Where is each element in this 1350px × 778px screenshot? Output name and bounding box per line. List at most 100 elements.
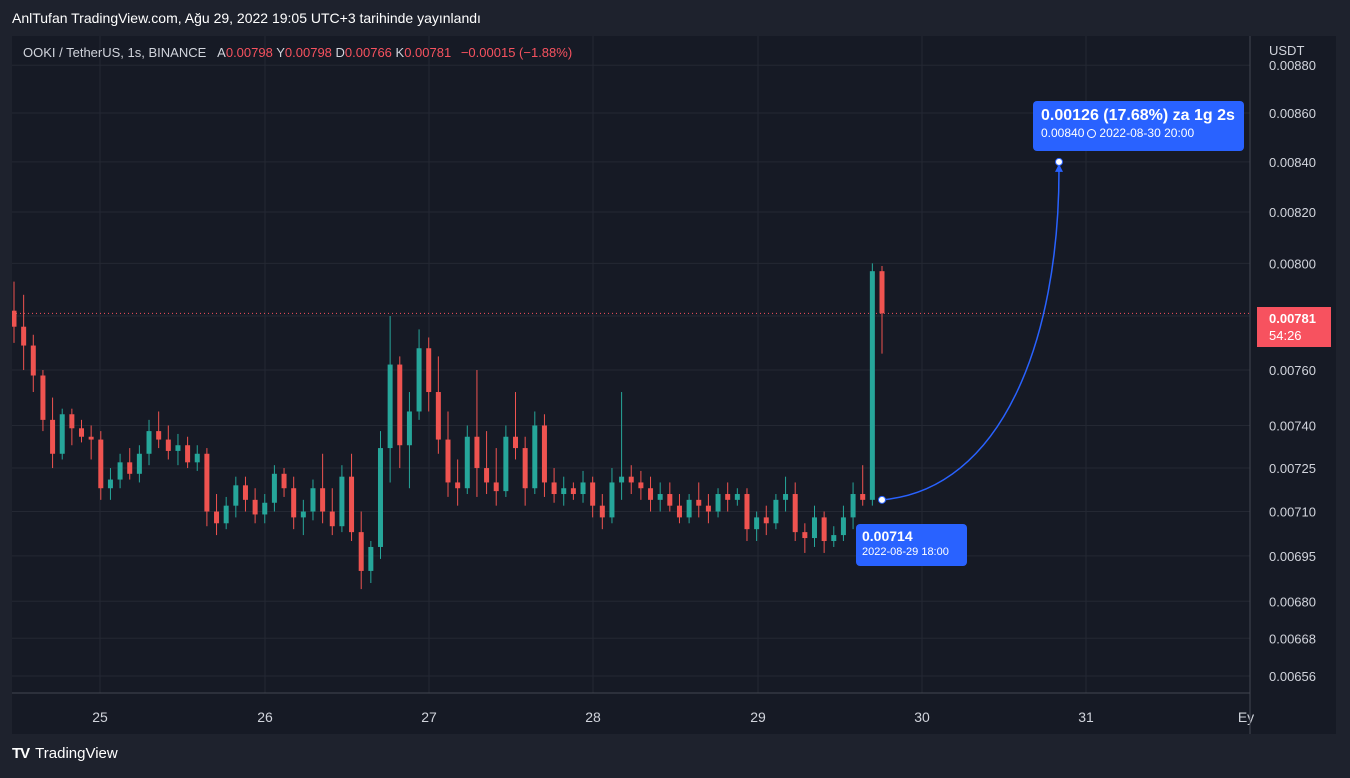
candle-body [368,546,374,571]
measure-start-point [878,495,886,504]
candle-body [474,436,480,469]
candle-body [329,511,335,527]
candle-body [831,535,837,542]
candle-body [320,488,326,512]
change-value: −0.00015 (−1.88%) [460,45,573,60]
close-value: 0.00781 [404,45,452,60]
candle-body [590,482,596,506]
candle-body [156,431,162,440]
brand-name: TradingView [35,745,118,762]
candle-body [676,505,682,518]
candle-body [821,517,827,542]
candle-body [773,499,779,524]
candle-body [194,453,200,463]
measure-start-tooltip[interactable]: 0.00714 2022-08-29 18:00 [856,524,967,566]
measure-target-price: 0.00840 [1041,126,1085,140]
candle-body [175,445,181,451]
candle-body [252,499,258,515]
price-tick-label: 0.00800 [1269,256,1316,271]
time-tick-label: 25 [92,709,108,725]
candle-body [734,494,740,500]
measure-result-tooltip[interactable]: 0.00126 (17.68%) za 1g 2s 0.00840 2022-08… [1033,101,1244,151]
close-key: K [395,45,405,60]
candle-body [551,482,557,495]
candle-body [599,505,605,518]
candle-body [377,448,383,547]
publish-header: AnlTufan TradingView.com, Ağu 29, 2022 1… [12,10,481,26]
candle-body [705,505,711,512]
price-tick-label: 0.00740 [1269,418,1316,433]
candle-body [840,517,846,536]
candle-body [339,476,345,527]
candle-body [146,431,152,454]
candle-body [667,494,673,506]
candle-body [281,473,287,489]
candle-body [185,445,191,463]
measure-curve [881,169,1060,501]
candle-body [165,439,171,451]
candle-body [879,271,885,314]
price-tick-label: 0.00695 [1269,549,1316,564]
candle-body [850,494,856,518]
candle-body [715,494,721,512]
candle-body [242,485,248,500]
candle-body [79,428,85,437]
low-value: 0.00766 [344,45,392,60]
candle-body [397,364,403,446]
measure-target-time: 2022-08-30 20:00 [1099,126,1195,140]
candle-body [513,436,519,449]
candle-body [811,517,817,539]
candle-countdown: 54:26 [1269,328,1302,343]
candle-body [88,436,94,440]
candle-body [869,271,875,500]
candle-body [744,494,750,530]
open-key: A [217,45,226,60]
symbol-label[interactable]: OOKI / TetherUS, 1s, BINANCE [23,45,207,60]
candle-body [493,482,499,492]
candle-body [783,494,789,500]
candle-body [21,326,27,346]
candle-body [628,476,634,483]
time-tick-label: 26 [257,709,273,725]
candle-body [580,482,586,495]
candle-body [127,462,133,474]
candle-body [387,364,393,449]
candle-body [416,348,422,412]
measure-start-time: 2022-08-29 18:00 [862,546,949,558]
candle-body [262,502,268,515]
high-value: 0.00798 [284,45,332,60]
time-tick-label: Ey [1238,709,1254,725]
footer-branding[interactable]: TV TradingView [12,745,118,762]
time-tick-label: 27 [421,709,437,725]
chart-frame[interactable]: 0.00656 0.00668 0.00680 0.00695 0.00710 0.007… [12,36,1336,734]
candle-body [204,453,210,512]
ohlc-legend: OOKI / TetherUS, 1s, BINANCE A0.00798 Y0… [23,45,572,60]
candle-body [136,453,142,474]
tradingview-logo-icon: TV [12,745,30,762]
candle-body [214,511,220,524]
candle-body [657,494,663,500]
axis-currency-label: USDT [1269,43,1304,58]
price-tick-label: 0.00840 [1269,155,1316,170]
candle-body [445,439,451,483]
candle-body [50,419,56,454]
candle-body [30,345,36,376]
candle-body [484,468,490,483]
time-tick-label: 30 [914,709,930,725]
candle-body [40,375,46,420]
candle-body [754,517,760,530]
candle-body [12,310,17,327]
time-tick-label: 29 [750,709,766,725]
price-tick-label: 0.00880 [1269,58,1316,73]
candle-body [609,482,615,518]
price-tick-label: 0.00820 [1269,205,1316,220]
candle-body [59,414,65,454]
candle-body [696,499,702,506]
candle-body [233,485,239,506]
open-value: 0.00798 [225,45,273,60]
price-tick-label: 0.00680 [1269,594,1316,609]
candle-body [117,462,123,480]
candle-body [570,488,576,495]
candle-body [503,436,509,492]
low-key: D [335,45,345,60]
